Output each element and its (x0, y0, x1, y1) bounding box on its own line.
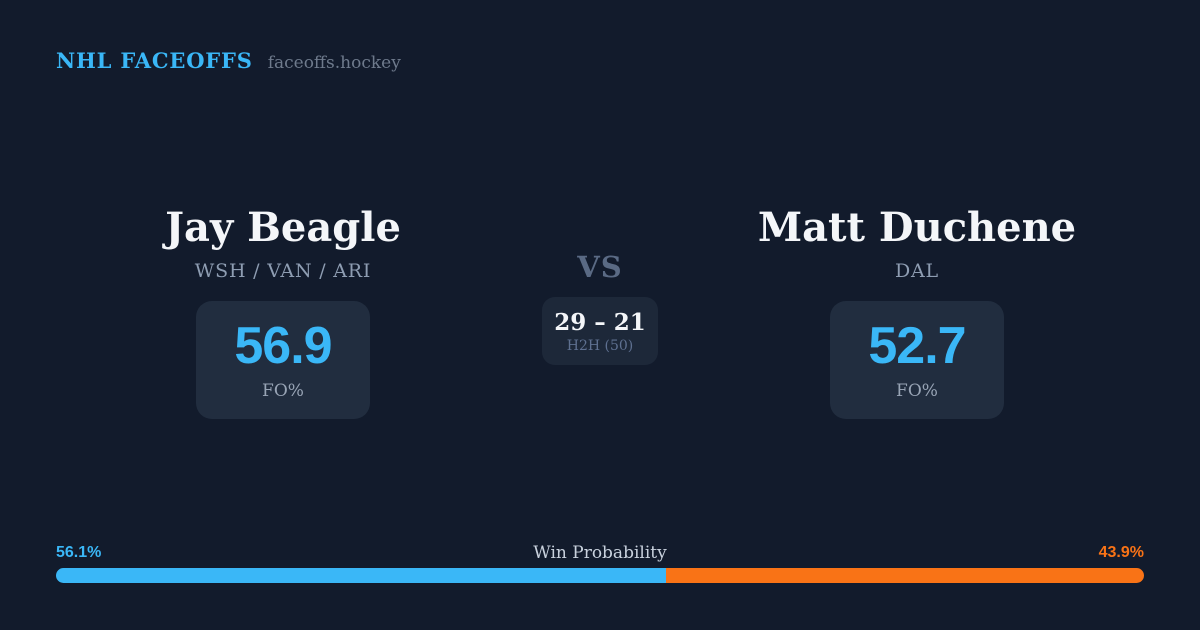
win-probability-labels: 56.1% Win Probability 43.9% (56, 543, 1144, 563)
player-left-stat-label: FO% (262, 380, 304, 401)
win-probability-bar (56, 568, 1144, 583)
site-url: faceoffs.hockey (267, 53, 401, 73)
player-right-name: Matt Duchene (757, 204, 1077, 251)
win-probability-right-pct: 43.9% (1098, 544, 1144, 561)
vs-label: VS (577, 250, 623, 284)
player-right-stat-card: 52.7 FO% (830, 301, 1004, 419)
versus-block: VS 29 – 21 H2H (50) (520, 250, 680, 366)
win-probability-left-pct: 56.1% (56, 544, 102, 561)
h2h-score: 29 – 21 (554, 309, 646, 336)
player-right-stat-label: FO% (896, 380, 938, 401)
win-bar-right (666, 568, 1144, 583)
player-left-stat-value: 56.9 (234, 316, 332, 375)
player-left-block: Jay Beagle WSH / VAN / ARI 56.9 FO% (103, 205, 463, 419)
header: NHL FACEOFFS faceoffs.hockey (56, 48, 401, 73)
win-probability-title: Win Probability (533, 543, 667, 563)
player-right-block: Matt Duchene DAL 52.7 FO% (737, 205, 1097, 419)
player-left-stat-card: 56.9 FO% (196, 301, 370, 419)
win-bar-left (56, 568, 667, 583)
player-right-stat-value: 52.7 (868, 316, 966, 375)
brand-title: NHL FACEOFFS (56, 48, 253, 73)
h2h-card: 29 – 21 H2H (50) (542, 297, 658, 366)
player-right-teams: DAL (895, 260, 939, 282)
h2h-label: H2H (50) (566, 338, 634, 355)
player-left-teams: WSH / VAN / ARI (194, 260, 372, 282)
player-left-name: Jay Beagle (165, 204, 401, 251)
